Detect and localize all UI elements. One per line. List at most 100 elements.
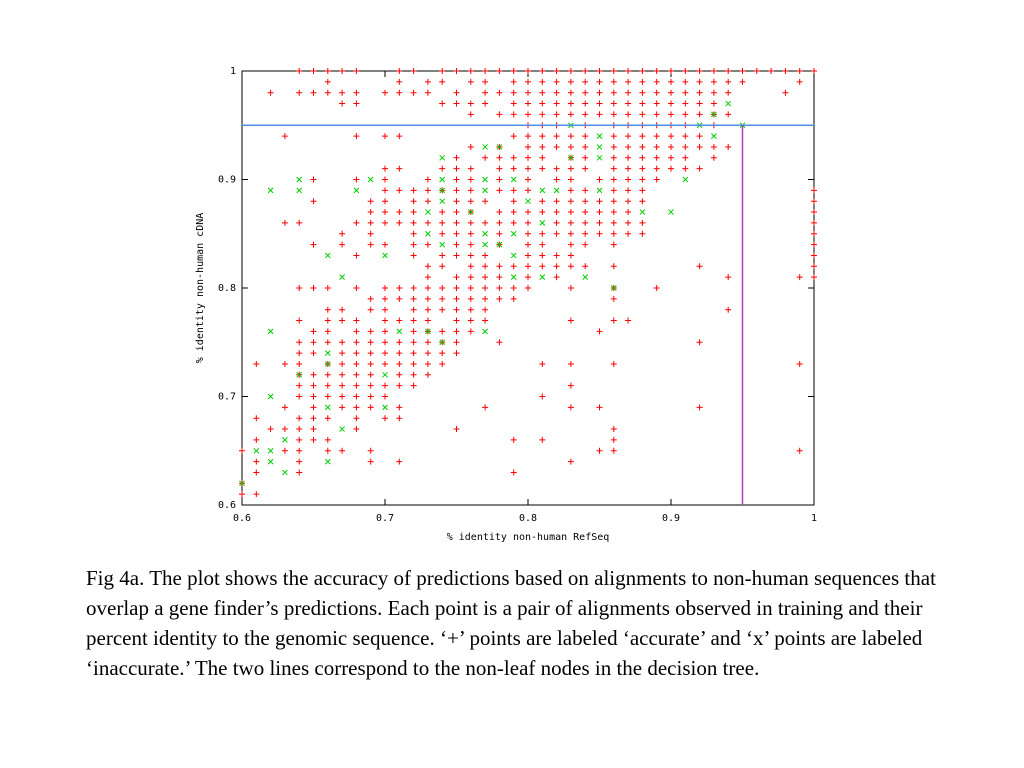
- accurate-point-plus: [796, 274, 803, 281]
- accurate-point-plus: [324, 447, 331, 454]
- accurate-point-plus: [424, 263, 431, 270]
- accurate-point-plus: [567, 68, 574, 74]
- accurate-point-plus: [639, 68, 646, 74]
- accurate-point-plus: [439, 165, 446, 172]
- inaccurate-point-x: [324, 404, 331, 411]
- accurate-point-plus: [396, 285, 403, 291]
- accurate-point-plus: [596, 100, 603, 107]
- accurate-point-plus: [367, 350, 374, 357]
- inaccurate-point-x: [553, 187, 560, 194]
- accurate-point-plus: [510, 469, 517, 476]
- accurate-point-plus: [396, 458, 403, 465]
- accurate-point-plus: [553, 176, 560, 183]
- accurate-point-plus: [253, 415, 260, 422]
- inaccurate-point-x: [539, 220, 546, 226]
- accurate-point-plus: [324, 306, 331, 313]
- accurate-point-plus: [296, 436, 303, 443]
- accurate-point-plus: [696, 133, 703, 140]
- inaccurate-point-x: [439, 176, 446, 183]
- accurate-point-plus: [482, 404, 489, 411]
- accurate-point-plus: [396, 415, 403, 422]
- accurate-point-plus: [782, 89, 789, 96]
- accurate-point-plus: [396, 317, 403, 324]
- inaccurate-point-x: [596, 154, 603, 161]
- accurate-point-plus: [310, 198, 317, 205]
- accurate-point-plus: [453, 209, 460, 216]
- accurate-point-plus: [453, 176, 460, 183]
- accurate-point-plus: [596, 78, 603, 85]
- accurate-point-plus: [653, 176, 660, 183]
- accurate-point-plus: [567, 89, 574, 96]
- accurate-point-plus: [253, 436, 260, 443]
- accurate-point-plus: [439, 100, 446, 107]
- accurate-point-plus: [396, 209, 403, 216]
- accurate-point-plus: [768, 68, 775, 74]
- y-tick-label: 0.6: [218, 500, 236, 511]
- accurate-point-plus: [439, 219, 446, 226]
- accurate-point-plus: [310, 328, 317, 335]
- accurate-point-plus: [696, 339, 703, 346]
- accurate-point-plus: [424, 350, 431, 357]
- accurate-point-plus: [625, 154, 632, 161]
- axis-ticks: 0.6 0.7 0.8 0.9 1 0.6 0.7 0.8 0.9 1: [218, 66, 817, 524]
- inaccurate-point-x: [267, 458, 274, 465]
- accurate-point-plus: [396, 371, 403, 378]
- inaccurate-point-x: [539, 187, 546, 194]
- accurate-point-plus: [625, 317, 632, 324]
- accurate-point-plus: [553, 209, 560, 216]
- accurate-point-plus: [525, 78, 531, 85]
- accurate-point-plus: [310, 436, 317, 443]
- accurate-point-plus: [582, 68, 589, 74]
- accurate-point-plus: [625, 187, 632, 194]
- accurate-point-plus: [382, 415, 388, 422]
- accurate-point-plus: [367, 306, 374, 313]
- accurate-point-plus: [324, 317, 331, 324]
- accurate-point-plus: [610, 198, 617, 205]
- accurate-point-plus: [725, 78, 732, 85]
- accurate-point-plus: [367, 230, 374, 237]
- accurate-point-plus: [553, 263, 560, 270]
- accurate-point-plus: [639, 198, 646, 205]
- accurate-point-plus: [453, 252, 460, 259]
- accurate-point-plus: [567, 78, 574, 85]
- accurate-point-plus: [710, 154, 717, 161]
- accurate-point-plus: [453, 295, 460, 302]
- accurate-point-plus: [253, 491, 260, 498]
- accurate-point-plus: [296, 469, 303, 476]
- accurate-point-plus: [496, 219, 503, 226]
- accurate-point-plus: [424, 360, 431, 367]
- accurate-point-plus: [525, 154, 531, 161]
- inaccurate-point-x: [296, 187, 303, 194]
- inaccurate-point-x: [367, 176, 374, 183]
- inaccurate-point-x: [482, 144, 488, 150]
- y-tick-label: 1: [230, 66, 236, 77]
- accurate-point-plus: [310, 176, 317, 183]
- accurate-point-plus: [653, 89, 660, 96]
- accurate-point-plus: [339, 339, 346, 346]
- accurate-point-plus: [525, 274, 531, 281]
- inaccurate-point-x: [668, 209, 674, 215]
- accurate-point-plus: [310, 68, 317, 74]
- accurate-point-plus: [582, 143, 589, 150]
- accurate-point-plus: [367, 393, 374, 400]
- accurate-point-plus: [582, 219, 589, 226]
- accurate-point-plus: [310, 393, 317, 400]
- accurate-point-plus: [753, 68, 760, 74]
- accurate-point-plus: [510, 198, 517, 205]
- accurate-point-plus: [396, 133, 403, 140]
- inaccurate-point-x: [482, 328, 488, 335]
- accurate-point-plus: [567, 404, 574, 411]
- accurate-point-plus: [567, 209, 574, 216]
- accurate-point-plus: [639, 230, 646, 237]
- accurate-point-plus: [424, 317, 431, 324]
- accurate-point-plus: [496, 165, 503, 172]
- accurate-point-plus: [453, 219, 460, 226]
- accurate-point-plus: [467, 317, 474, 324]
- accurate-point-plus: [424, 306, 431, 313]
- inaccurate-point-x: [711, 133, 717, 139]
- accurate-point-plus: [467, 328, 474, 335]
- accurate-point-plus: [525, 143, 531, 150]
- accurate-point-plus: [310, 339, 317, 346]
- accurate-point-plus: [567, 176, 574, 183]
- accurate-point-plus: [639, 187, 646, 194]
